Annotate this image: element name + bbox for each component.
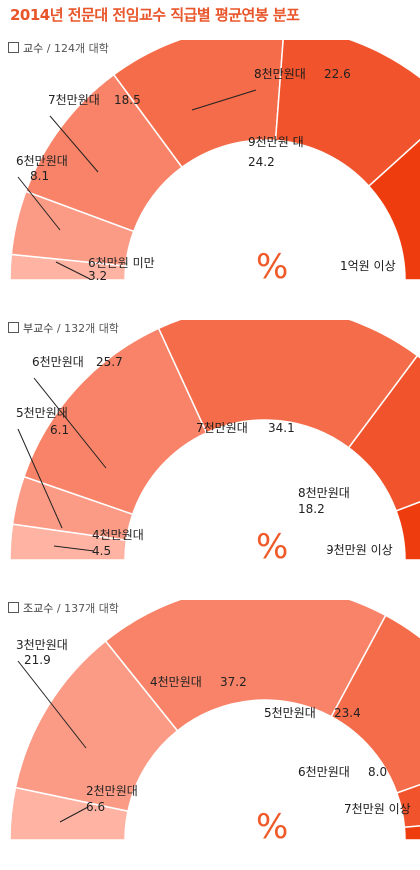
slice-label: 7천만원 이상 — [344, 801, 411, 816]
unit-percent: % — [256, 247, 288, 287]
leader-line — [53, 545, 95, 552]
slice-label: 6천만원대 — [298, 764, 350, 779]
slice-value: 23.4 — [326, 225, 375, 250]
slice-5 — [395, 783, 420, 829]
slice-value: 2.9 — [286, 795, 321, 820]
slice-value: 6.6 — [86, 800, 105, 814]
slice-6 — [367, 138, 420, 281]
slice-value: 34.1 — [268, 421, 295, 435]
slice-value: 25.7 — [96, 355, 123, 369]
slice-label: 1억원 이상 — [340, 259, 396, 273]
slice-label: 9천만원 이상 — [326, 542, 393, 557]
unit-percent: % — [256, 527, 288, 567]
slice-label: 5천만원대 — [16, 405, 68, 420]
leader-line — [17, 176, 61, 231]
panel-assistant-professor: 조교수 / 137개 대학 2천만원대 6.6 3천만원대 21.9 4천만원대 37.2… — [0, 600, 420, 870]
slice-label: 5천만원대 — [264, 705, 316, 720]
rank-label: 부교수 — [23, 322, 54, 335]
slice-value: 11.4 — [282, 533, 331, 558]
college-count: / 137개 대학 — [56, 602, 119, 615]
page-title: 2014년 전문대 전임교수 직급별 평균연봉 분포 — [10, 6, 300, 24]
unit-percent: % — [256, 807, 288, 847]
slice-value: 4.5 — [92, 544, 111, 558]
slice-value: 6.1 — [50, 423, 69, 437]
rank-label: 조교수 — [23, 602, 54, 615]
slice-4 — [330, 614, 420, 794]
slice-5 — [274, 40, 420, 188]
slice-label: 6천만원대 — [16, 153, 68, 168]
leader-line — [191, 89, 257, 111]
rank-label: 교수 — [23, 42, 44, 55]
slice-label: 7천만원대 — [48, 92, 100, 107]
slice-value: 21.9 — [24, 653, 51, 667]
leader-line — [55, 261, 91, 280]
panel-associate-professor: 부교수 / 132개 대학 4천만원대 4.5 5천만원대 6.1 6천만원대 25.7 7… — [0, 320, 420, 590]
slice-value: 18.2 — [298, 502, 325, 516]
slice-label: 2천만원대 — [86, 783, 138, 798]
slice-value: 22.6 — [324, 67, 351, 81]
slice-label: 8천만원대 — [254, 66, 306, 81]
slice-value: 24.2 — [248, 155, 275, 169]
slice-4 — [157, 320, 419, 449]
checkbox-square-icon — [8, 322, 19, 333]
slice-4 — [112, 40, 284, 169]
leader-line — [33, 377, 107, 469]
slice-label: 6천만원 미만 — [88, 255, 155, 270]
panel-heading: 부교수 / 132개 대학 — [8, 320, 119, 336]
college-count: / 132개 대학 — [56, 322, 119, 335]
panel-professor: 교수 / 124개 대학 6천만원 미만 3.2 6천만원대 8.1 7천만원대 18.5… — [0, 40, 420, 310]
slice-value: 8.0 — [368, 765, 387, 779]
slice-label: 3천만원대 — [16, 637, 68, 652]
slice-label: 4천만원대 — [150, 674, 202, 689]
slice-label: 4천만원대 — [92, 527, 144, 542]
slice-value: 37.2 — [220, 675, 247, 689]
panel-heading: 교수 / 124개 대학 — [8, 40, 109, 56]
checkbox-square-icon — [8, 602, 19, 613]
slice-value: 18.5 — [114, 93, 141, 107]
slice-label: 6천만원대 — [32, 354, 84, 369]
slice-value: 3.2 — [88, 269, 107, 283]
leader-line — [49, 115, 99, 173]
slice-label: 9천만원 대 — [248, 134, 304, 149]
semicircle-chart: 4천만원대 4.5 5천만원대 6.1 6천만원대 25.7 7천만원대 34.1 8천만원대 1… — [9, 320, 420, 567]
slice-5 — [347, 354, 420, 512]
slice-value: 23.4 — [334, 706, 361, 720]
leader-line — [17, 428, 63, 529]
slice-value: 8.1 — [30, 169, 49, 183]
slice-label: 8천만원대 — [298, 485, 350, 500]
slice-3 — [104, 600, 387, 732]
panel-heading: 조교수 / 137개 대학 — [8, 600, 119, 616]
leader-line — [17, 660, 87, 749]
college-count: / 124개 대학 — [46, 42, 109, 55]
leader-line — [59, 806, 89, 823]
slice-label: 7천만원대 — [196, 420, 248, 435]
checkbox-square-icon — [8, 42, 19, 53]
slice-6 — [395, 501, 420, 561]
